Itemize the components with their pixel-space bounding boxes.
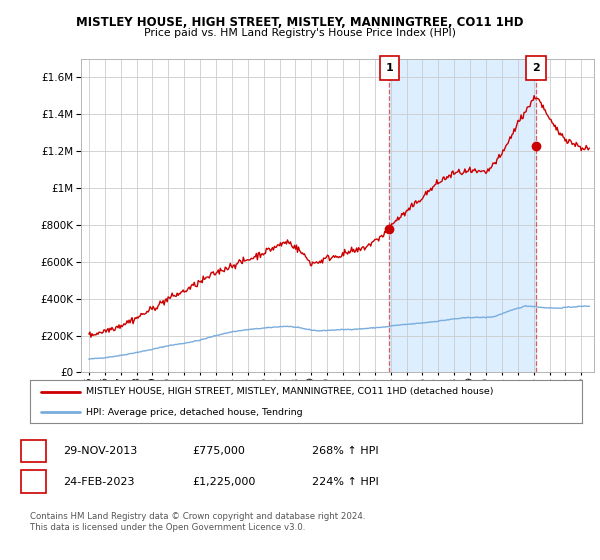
Text: 29-NOV-2013: 29-NOV-2013 <box>63 446 137 456</box>
Text: MISTLEY HOUSE, HIGH STREET, MISTLEY, MANNINGTREE, CO11 1HD: MISTLEY HOUSE, HIGH STREET, MISTLEY, MAN… <box>76 16 524 29</box>
Text: 24-FEB-2023: 24-FEB-2023 <box>63 477 134 487</box>
Text: Price paid vs. HM Land Registry's House Price Index (HPI): Price paid vs. HM Land Registry's House … <box>144 28 456 38</box>
Text: MISTLEY HOUSE, HIGH STREET, MISTLEY, MANNINGTREE, CO11 1HD (detached house): MISTLEY HOUSE, HIGH STREET, MISTLEY, MAN… <box>86 388 494 396</box>
Text: Contains HM Land Registry data © Crown copyright and database right 2024.
This d: Contains HM Land Registry data © Crown c… <box>30 512 365 532</box>
Text: 268% ↑ HPI: 268% ↑ HPI <box>312 446 379 456</box>
Text: £775,000: £775,000 <box>192 446 245 456</box>
Text: 1: 1 <box>386 63 393 73</box>
FancyBboxPatch shape <box>380 57 399 80</box>
FancyBboxPatch shape <box>526 57 546 80</box>
Text: HPI: Average price, detached house, Tendring: HPI: Average price, detached house, Tend… <box>86 408 303 417</box>
Text: 2: 2 <box>30 477 37 487</box>
Text: 1: 1 <box>30 446 37 456</box>
Text: £1,225,000: £1,225,000 <box>192 477 256 487</box>
Text: 224% ↑ HPI: 224% ↑ HPI <box>312 477 379 487</box>
Bar <box>389 59 536 372</box>
Text: 2: 2 <box>532 63 540 73</box>
